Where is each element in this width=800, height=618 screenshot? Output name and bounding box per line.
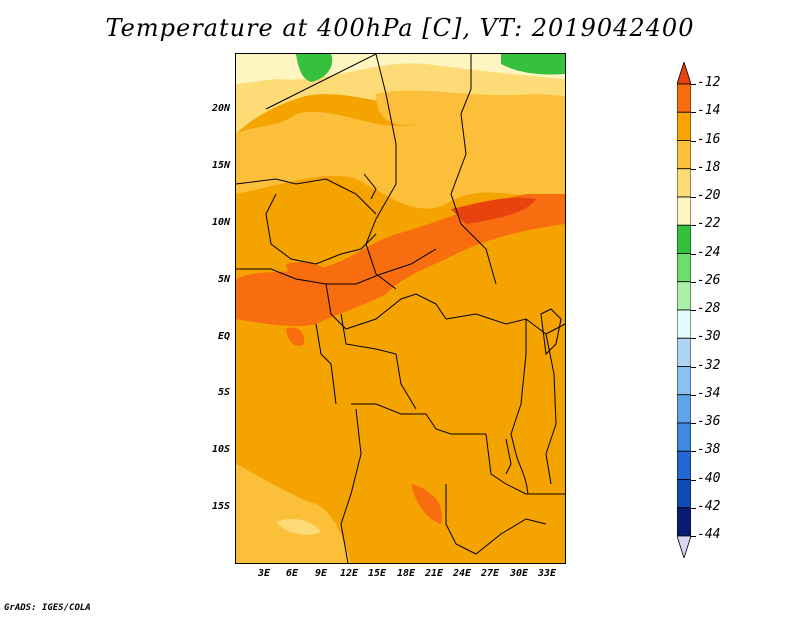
lat-label-10s: 10S <box>211 444 230 455</box>
colorbar-label: -40 <box>697 470 721 486</box>
colorbar-bin <box>677 309 691 339</box>
colorbar-tick <box>691 168 696 170</box>
colorbar-label: -22 <box>697 216 721 232</box>
colorbar-bin <box>677 224 691 254</box>
colorbar-label: -16 <box>697 131 721 147</box>
lat-label-5n: 5N <box>217 274 230 285</box>
colorbar-bin <box>677 62 691 85</box>
colorbar-bin <box>677 507 691 537</box>
colorbar-label: -30 <box>697 329 721 345</box>
colorbar-label: -24 <box>697 244 721 260</box>
colorbar-tick <box>691 84 696 85</box>
colorbar-bin <box>677 337 691 367</box>
colorbar-bin <box>677 111 691 141</box>
colorbar-tick <box>691 394 696 396</box>
lon-label-15e: 15E <box>367 568 387 579</box>
lat-label-15n: 15N <box>211 160 230 171</box>
colorbar-tick <box>691 197 696 198</box>
colorbar-tick <box>691 423 696 424</box>
colorbar-bin <box>677 450 691 480</box>
colorbar-label: -12 <box>697 75 721 90</box>
lon-label-24e: 24E <box>452 568 472 579</box>
colorbar-tick <box>691 281 696 283</box>
lon-label-9e: 9E <box>314 568 328 579</box>
colorbar-bin <box>677 253 691 283</box>
colorbar-bin <box>677 422 691 452</box>
lon-label-12e: 12E <box>339 568 359 579</box>
colorbar-tick <box>691 310 696 311</box>
lat-label-eq: EQ <box>217 331 230 342</box>
colorbar-tick <box>691 366 696 368</box>
colorbar-label: -28 <box>697 301 721 316</box>
colorbar-tick <box>691 253 696 255</box>
colorbar-tick <box>691 507 696 509</box>
temperature-field <box>236 54 565 563</box>
lon-label-18e: 18E <box>396 568 416 579</box>
colorbar-label: -32 <box>697 357 721 373</box>
lon-label-3e: 3E <box>257 568 271 579</box>
lon-label-30e: 30E <box>509 568 529 579</box>
colorbar-bin <box>677 281 691 311</box>
map-panel <box>235 53 566 564</box>
colorbar-tick <box>691 338 696 340</box>
colorbar-label: -34 <box>697 385 721 401</box>
colorbar-tick <box>691 140 696 142</box>
colorbar-bin <box>677 140 691 170</box>
colorbar-label: -44 <box>697 527 721 542</box>
map-title: Temperature at 400hPa [C], VT: 201904240… <box>105 14 695 42</box>
colorbar-bin <box>677 83 691 113</box>
colorbar-tick <box>691 112 696 114</box>
colorbar-bin <box>677 479 691 509</box>
lon-label-27e: 27E <box>480 568 500 579</box>
lat-label-5s: 5S <box>217 387 230 398</box>
colorbar-bin <box>677 394 691 424</box>
colorbar-label: -42 <box>697 498 721 514</box>
colorbar-label: -14 <box>697 103 721 119</box>
colorbar-tick <box>691 479 696 481</box>
grads-credit: GrADS: IGES/COLA <box>4 603 91 613</box>
colorbar-label: -20 <box>697 188 721 203</box>
lat-label-20n: 20N <box>211 103 230 114</box>
colorbar-label: -18 <box>697 159 721 175</box>
colorbar-label: -36 <box>697 414 721 429</box>
colorbar-tick <box>691 451 696 453</box>
colorbar-label: -38 <box>697 442 721 458</box>
colorbar-tick <box>691 225 696 227</box>
colorbar-bin <box>677 366 691 396</box>
colorbar <box>677 62 691 558</box>
colorbar-bin <box>677 535 691 558</box>
colorbar-label: -26 <box>697 272 721 288</box>
lon-label-33e: 33E <box>537 568 557 579</box>
lat-label-15s: 15S <box>211 501 230 512</box>
lat-label-10n: 10N <box>211 217 230 228</box>
colorbar-bin <box>677 196 691 226</box>
lon-label-6e: 6E <box>285 568 299 579</box>
lon-label-21e: 21E <box>424 568 444 579</box>
colorbar-bin <box>677 168 691 198</box>
colorbar-tick <box>691 536 696 537</box>
